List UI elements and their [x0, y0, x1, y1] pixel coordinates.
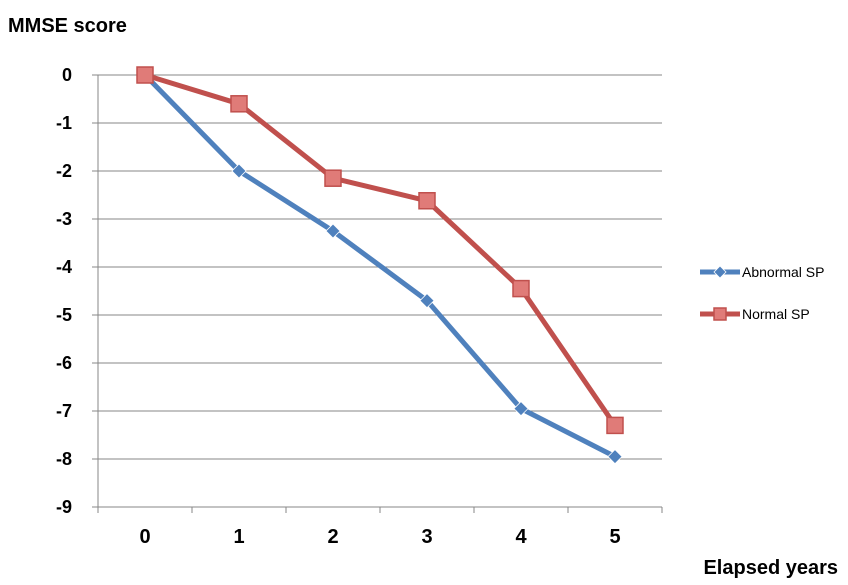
x-tick-labels: 0 1 2 3 4 5 — [139, 526, 620, 548]
legend-label: Normal SP — [742, 306, 810, 322]
y-tick-label: -4 — [56, 257, 72, 277]
legend-marker — [713, 265, 727, 279]
legend-item: Normal SP — [700, 306, 810, 322]
data-point — [418, 192, 436, 210]
y-tick-label: 0 — [62, 65, 72, 85]
data-point — [513, 401, 529, 417]
series-normal-sp — [136, 66, 624, 435]
x-tick-label: 5 — [609, 526, 620, 548]
x-tick-label: 1 — [233, 526, 244, 548]
y-tick-label: -5 — [56, 305, 72, 325]
legend-item: Abnormal SP — [700, 264, 824, 280]
y-tick-labels: 0 -1 -2 -3 -4 -5 -6 -7 -8 -9 — [56, 65, 72, 517]
data-point — [231, 163, 247, 179]
x-tick-label: 3 — [421, 526, 432, 548]
y-tick-label: -7 — [56, 401, 72, 421]
y-tick-label: -1 — [56, 113, 72, 133]
legend: Abnormal SP Normal SP — [700, 264, 824, 322]
x-axis-title: Elapsed years — [703, 557, 838, 579]
y-tick-label: -2 — [56, 161, 72, 181]
legend-marker — [713, 307, 727, 321]
series-group — [136, 66, 624, 465]
data-point — [607, 449, 623, 465]
x-tick-label: 0 — [139, 526, 150, 548]
gridlines — [98, 74, 662, 508]
series-line — [142, 72, 618, 428]
y-tick-label: -3 — [56, 209, 72, 229]
data-point — [419, 293, 435, 309]
data-point — [512, 279, 530, 298]
legend-label: Abnormal SP — [742, 264, 824, 280]
y-axis-title: MMSE score — [8, 15, 127, 37]
series-line — [142, 72, 618, 460]
axes — [92, 74, 663, 513]
series-abnormal-sp — [137, 67, 623, 465]
x-tick-label: 2 — [327, 526, 338, 548]
data-point — [230, 95, 248, 113]
y-tick-label: -9 — [56, 497, 72, 517]
data-point — [324, 169, 342, 187]
x-tick-label: 4 — [515, 526, 527, 548]
data-point — [325, 223, 341, 239]
data-point — [136, 66, 154, 84]
y-tick-label: -8 — [56, 449, 72, 469]
y-tick-label: -6 — [56, 353, 72, 373]
data-point — [606, 416, 624, 435]
